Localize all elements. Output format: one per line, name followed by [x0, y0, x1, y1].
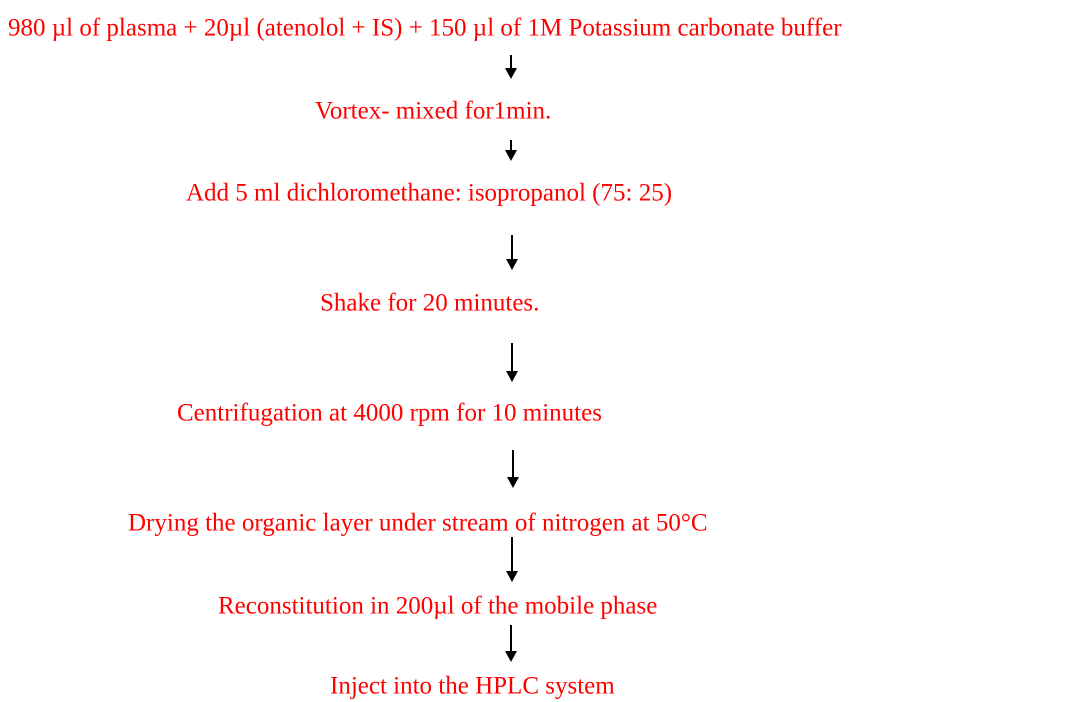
- step-label: Add 5 ml dichloromethane: isopropanol (7…: [186, 180, 672, 207]
- step-label: Reconstitution in 200µl of the mobile ph…: [218, 593, 657, 620]
- arrow: [505, 625, 517, 662]
- step-label: 980 µl of plasma + 20µl (atenolol + IS) …: [8, 15, 842, 42]
- arrow: [506, 537, 518, 582]
- arrow: [505, 55, 517, 79]
- arrow: [505, 140, 517, 161]
- step-label: Vortex- mixed for1min.: [315, 98, 551, 125]
- step-label: Centrifugation at 4000 rpm for 10 minute…: [177, 400, 602, 427]
- arrow: [506, 343, 518, 382]
- step-label: Shake for 20 minutes.: [320, 290, 539, 317]
- arrow: [506, 235, 518, 270]
- step-label: Inject into the HPLC system: [330, 673, 615, 700]
- arrow: [507, 450, 519, 488]
- step-label: Drying the organic layer under stream of…: [128, 510, 708, 537]
